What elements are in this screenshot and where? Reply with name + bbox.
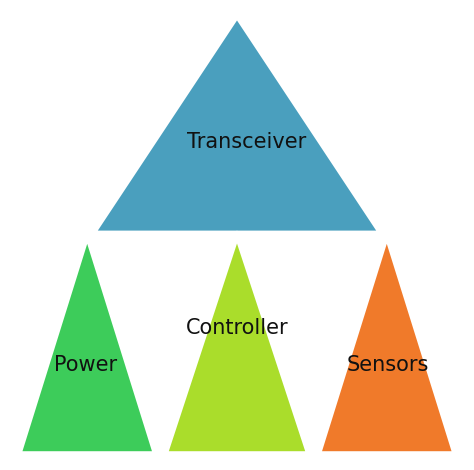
Text: Power: Power xyxy=(55,355,118,375)
Polygon shape xyxy=(19,237,155,453)
Polygon shape xyxy=(166,237,308,453)
Polygon shape xyxy=(319,237,455,453)
Text: Sensors: Sensors xyxy=(347,355,429,375)
Text: Controller: Controller xyxy=(186,318,288,338)
Polygon shape xyxy=(94,17,380,233)
Text: Transceiver: Transceiver xyxy=(187,132,306,152)
